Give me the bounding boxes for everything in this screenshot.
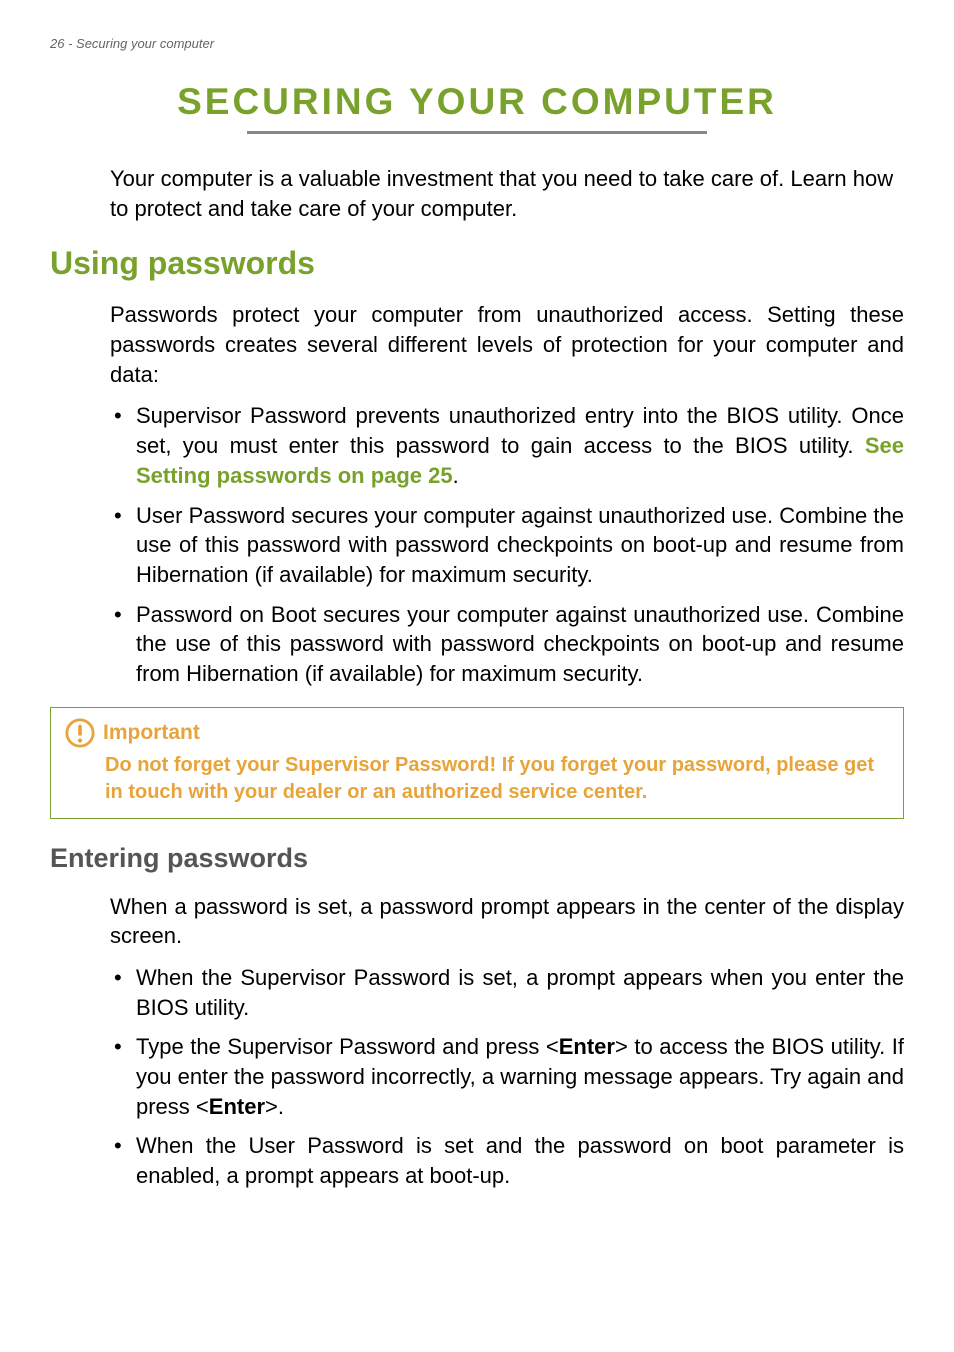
callout-body: Do not forget your Supervisor Password! … xyxy=(105,752,889,806)
section2-bullet-list: When the Supervisor Password is set, a p… xyxy=(110,963,904,1191)
list-item: Type the Supervisor Password and press <… xyxy=(110,1032,904,1121)
bullet-text-post: . xyxy=(453,463,459,488)
header-section-name: Securing your computer xyxy=(76,36,214,51)
section1-bullet-list: Supervisor Password prevents unauthorize… xyxy=(110,401,904,688)
bullet-text: When the Supervisor Password is set, a p… xyxy=(136,965,904,1020)
warning-icon xyxy=(65,718,95,748)
bullet-text: When the User Password is set and the pa… xyxy=(136,1133,904,1188)
page-header: 26 - Securing your computer xyxy=(50,36,904,51)
list-item: Supervisor Password prevents unauthorize… xyxy=(110,401,904,490)
page-number: 26 xyxy=(50,36,64,51)
section-using-passwords-title: Using passwords xyxy=(50,245,904,282)
bullet-text: Type the Supervisor Password and press <… xyxy=(136,1034,904,1118)
bullet-text: Supervisor Password prevents unauthorize… xyxy=(136,403,904,458)
list-item: When the User Password is set and the pa… xyxy=(110,1131,904,1190)
subsection-entering-passwords-title: Entering passwords xyxy=(50,843,904,874)
bullet-text: User Password secures your computer agai… xyxy=(136,503,904,587)
callout-header: Important xyxy=(65,718,889,748)
page-title: SECURING YOUR COMPUTER xyxy=(110,81,844,123)
intro-paragraph: Your computer is a valuable investment t… xyxy=(110,164,904,223)
list-item: User Password secures your computer agai… xyxy=(110,501,904,590)
list-item: Password on Boot secures your computer a… xyxy=(110,600,904,689)
title-underline xyxy=(247,131,707,134)
list-item: When the Supervisor Password is set, a p… xyxy=(110,963,904,1022)
section2-intro: When a password is set, a password promp… xyxy=(110,892,904,951)
section1-intro: Passwords protect your computer from una… xyxy=(110,300,904,389)
bullet-text: Password on Boot secures your computer a… xyxy=(136,602,904,686)
important-callout: Important Do not forget your Supervisor … xyxy=(50,707,904,819)
callout-title: Important xyxy=(103,721,200,745)
